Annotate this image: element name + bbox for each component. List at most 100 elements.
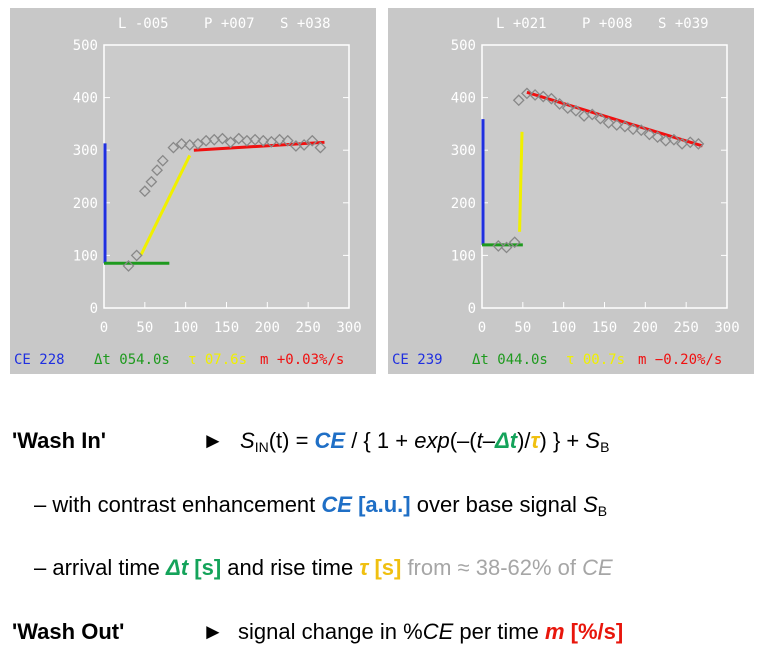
line2-unit: [a.u.] — [351, 492, 411, 517]
formula-sb: S — [585, 428, 601, 453]
ce-description-row: – with contrast enhancement CE [a.u.] ov… — [34, 492, 607, 518]
x-tick-label: 200 — [255, 320, 280, 336]
data-point — [249, 133, 262, 146]
formula-ce: CE — [314, 428, 346, 453]
x-tick-label: 250 — [674, 320, 699, 336]
wash-out-description: signal change in %CE per time m [%/s] — [238, 619, 623, 645]
data-point — [151, 164, 164, 177]
wash-in-row: 'Wash In' ► SIN(t) = CE / { 1 + exp(–(t–… — [12, 428, 609, 454]
footer-dt: Δt 054.0s — [94, 352, 170, 368]
line3-mid: and rise time — [221, 555, 360, 580]
data-point — [306, 134, 319, 147]
x-tick-label: 250 — [296, 320, 321, 336]
data-point — [145, 175, 158, 188]
wash-out-arrow: ► — [202, 619, 224, 644]
header-p: P +007 — [204, 16, 255, 32]
x-tick-label: 100 — [551, 320, 576, 336]
y-tick-label: 200 — [451, 196, 476, 212]
y-tick-label: 200 — [73, 196, 98, 212]
line2-ce: CE — [321, 492, 352, 517]
footer-tau: τ 07.6s — [188, 352, 247, 368]
y-tick-label: 400 — [451, 91, 476, 107]
data-point — [627, 123, 640, 136]
data-point — [643, 128, 656, 141]
data-point — [224, 136, 237, 149]
data-point — [610, 119, 623, 131]
data-point — [492, 240, 505, 252]
data-point — [216, 132, 229, 145]
wash-in-arrow: ► — [202, 428, 224, 453]
x-tick-label: 150 — [214, 320, 239, 336]
data-point — [684, 136, 697, 149]
formula-s-in-subscript: IN — [254, 439, 269, 455]
line3-dt-unit: [s] — [188, 555, 222, 580]
header-l: L +021 — [496, 16, 547, 32]
footer-ce: CE 228 — [14, 352, 65, 368]
wash-in-label: 'Wash In' — [12, 428, 106, 453]
line4-unit: [%/s] — [564, 619, 624, 644]
y-tick-label: 400 — [73, 91, 98, 107]
data-point — [529, 89, 542, 101]
line4-mid: per time — [453, 619, 545, 644]
y-tick-label: 300 — [451, 143, 476, 159]
footer-dt: Δt 044.0s — [472, 352, 548, 368]
data-point — [508, 236, 521, 249]
chart-panel-left: L -005 P +007 S +038 0 100 200 300 400 500 0 50 100… — [10, 8, 376, 374]
data-point — [692, 137, 705, 150]
washout-fit-line — [193, 140, 325, 152]
formula-minus: – — [482, 428, 495, 453]
data-point — [537, 90, 550, 103]
formula-t2: t — [476, 428, 483, 453]
data-point — [512, 94, 525, 107]
line4-ce: CE — [422, 619, 454, 644]
header-s: S +038 — [280, 16, 331, 32]
data-point — [138, 185, 151, 198]
data-point — [651, 131, 664, 143]
x-tick-label: 100 — [173, 320, 198, 336]
data-point — [156, 154, 169, 167]
footer-tau: τ 00.7s — [566, 352, 625, 368]
line2-suffix: over base signal — [410, 492, 584, 517]
line4-m: m — [544, 619, 565, 644]
data-point — [667, 133, 680, 146]
footer-m: m +0.03%/s — [260, 352, 344, 368]
data-point — [257, 134, 270, 147]
washout-fit-line — [526, 90, 703, 148]
line3-dt: Δt — [166, 555, 189, 580]
data-point — [594, 112, 607, 125]
x-tick-label: 300 — [714, 320, 739, 336]
formula-mid: / { 1 + — [345, 428, 415, 453]
header-l: L -005 — [118, 16, 169, 32]
data-point — [500, 241, 513, 254]
timing-description-row: – arrival time Δt [s] and rise time τ [s… — [34, 555, 613, 581]
wash-in-formula: SIN(t) = CE / { 1 + exp(–(t–Δt)/τ) } + S… — [240, 428, 609, 454]
y-tick-label: 0 — [90, 301, 98, 317]
data-point — [520, 87, 533, 100]
y-tick-label: 100 — [451, 248, 476, 264]
header-p: P +008 — [582, 16, 633, 32]
chart-panel-right: L +021 P +008 S +039 0 100 200 300 400 500 0 50 100… — [388, 8, 754, 374]
formula-s: S — [240, 428, 255, 453]
x-tick-label: 50 — [514, 320, 531, 336]
rise-fit-line — [518, 131, 524, 232]
formula-t: (t) = — [268, 428, 315, 453]
data-point — [553, 97, 566, 110]
data-point — [273, 133, 286, 146]
data-point — [569, 104, 582, 117]
y-tick-label: 300 — [73, 143, 98, 159]
data-point — [635, 124, 648, 137]
x-tick-label: 200 — [633, 320, 658, 336]
line3-tau-unit: [s] — [368, 555, 402, 580]
formula-tau: τ — [530, 428, 540, 453]
data-point — [232, 132, 245, 145]
formula-slash: )/ — [517, 428, 531, 453]
data-point — [130, 249, 143, 262]
x-tick-label: 0 — [478, 320, 486, 336]
x-tick-label: 300 — [336, 320, 361, 336]
y-tick-label: 500 — [451, 38, 476, 54]
y-tick-label: 0 — [468, 301, 476, 317]
line4-prefix: signal change in % — [238, 619, 423, 644]
line3-prefix: – arrival time — [34, 555, 167, 580]
data-point — [586, 108, 599, 121]
footer-ce: CE 239 — [392, 352, 443, 368]
